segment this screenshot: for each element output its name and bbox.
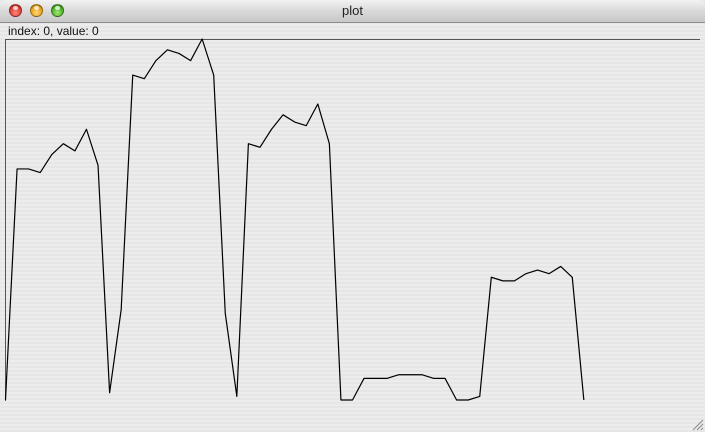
zoom-icon[interactable] [51, 4, 64, 17]
data-point-0 [4, 398, 8, 402]
data-point-7 [84, 127, 88, 131]
data-point-47 [547, 272, 551, 276]
data-point-2 [27, 167, 31, 171]
data-point-48 [559, 264, 563, 268]
data-point-45 [524, 272, 528, 276]
data-point-20 [235, 394, 239, 398]
data-point-29 [339, 398, 343, 402]
status-readout: index: 0, value: 0 [8, 24, 99, 38]
data-point-37 [431, 376, 435, 380]
data-point-27 [316, 102, 320, 106]
data-point-31 [362, 376, 366, 380]
data-point-36 [420, 373, 424, 377]
data-point-24 [281, 113, 285, 117]
line-chart[interactable] [4, 37, 700, 402]
data-point-18 [212, 73, 216, 77]
data-point-46 [536, 268, 540, 272]
data-point-15 [177, 51, 181, 55]
data-point-40 [466, 398, 470, 402]
data-point-21 [246, 142, 250, 146]
data-point-43 [501, 279, 505, 283]
data-point-50 [582, 398, 586, 402]
data-point-14 [165, 48, 169, 52]
data-point-26 [304, 124, 308, 128]
data-point-11 [131, 73, 135, 77]
plot-area[interactable] [4, 37, 700, 402]
data-point-10 [119, 308, 123, 312]
title-bar[interactable]: plot [0, 0, 705, 23]
series-line-0 [4, 38, 585, 401]
data-point-23 [270, 127, 274, 131]
data-point-19 [223, 311, 227, 315]
data-point-44 [512, 279, 516, 283]
data-point-13 [154, 59, 158, 63]
data-point-5 [61, 142, 65, 146]
series-layer [4, 37, 586, 402]
data-point-22 [258, 145, 262, 149]
data-point-35 [408, 373, 412, 377]
data-point-9 [108, 391, 112, 395]
data-point-25 [293, 120, 297, 124]
data-point-34 [397, 373, 401, 377]
data-point-28 [327, 142, 331, 146]
window-title: plot [342, 3, 363, 18]
close-icon[interactable] [9, 4, 22, 17]
data-point-1 [15, 167, 19, 171]
data-point-12 [142, 77, 146, 81]
data-point-16 [189, 59, 193, 63]
data-point-39 [455, 398, 459, 402]
resize-grip-icon[interactable] [692, 419, 704, 431]
data-point-30 [351, 398, 355, 402]
data-point-4 [50, 153, 54, 157]
data-point-17 [200, 37, 204, 41]
data-point-49 [570, 275, 574, 279]
data-point-38 [443, 376, 447, 380]
data-point-3 [38, 171, 42, 175]
data-point-8 [96, 163, 100, 167]
data-point-42 [489, 275, 493, 279]
data-point-32 [374, 376, 378, 380]
data-point-6 [73, 149, 77, 153]
data-point-33 [385, 376, 389, 380]
minimize-icon[interactable] [30, 4, 43, 17]
data-point-41 [478, 394, 482, 398]
